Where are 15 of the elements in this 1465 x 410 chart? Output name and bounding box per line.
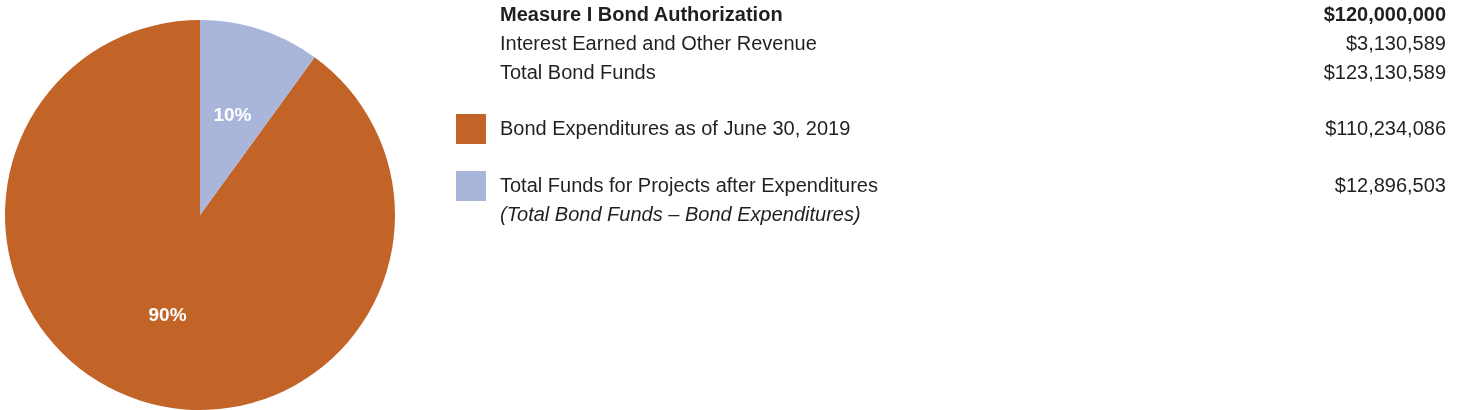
pie-slice bbox=[200, 20, 315, 215]
pie-slice bbox=[5, 20, 395, 410]
legend-label: Bond Expenditures as of June 30, 2019 bbox=[500, 117, 851, 139]
text: (Total Bond Funds – Bond Expenditures) bbox=[500, 203, 861, 225]
text: Total Bond Funds bbox=[500, 61, 656, 83]
text: $123,130,589 bbox=[1323, 61, 1446, 83]
data-label: 10% bbox=[213, 104, 252, 126]
data-label: 90% bbox=[148, 303, 187, 325]
text: Interest Earned and Other Revenue bbox=[500, 32, 817, 54]
text: $120,000,000 bbox=[1323, 3, 1446, 25]
text: Measure I Bond Authorization bbox=[500, 3, 783, 25]
text: $12,896,503 bbox=[1334, 174, 1446, 196]
legend-label: Total Funds for Projects after Expenditures bbox=[500, 174, 878, 196]
text: $3,130,589 bbox=[1345, 32, 1446, 54]
text: $110,234,086 bbox=[1325, 117, 1446, 139]
